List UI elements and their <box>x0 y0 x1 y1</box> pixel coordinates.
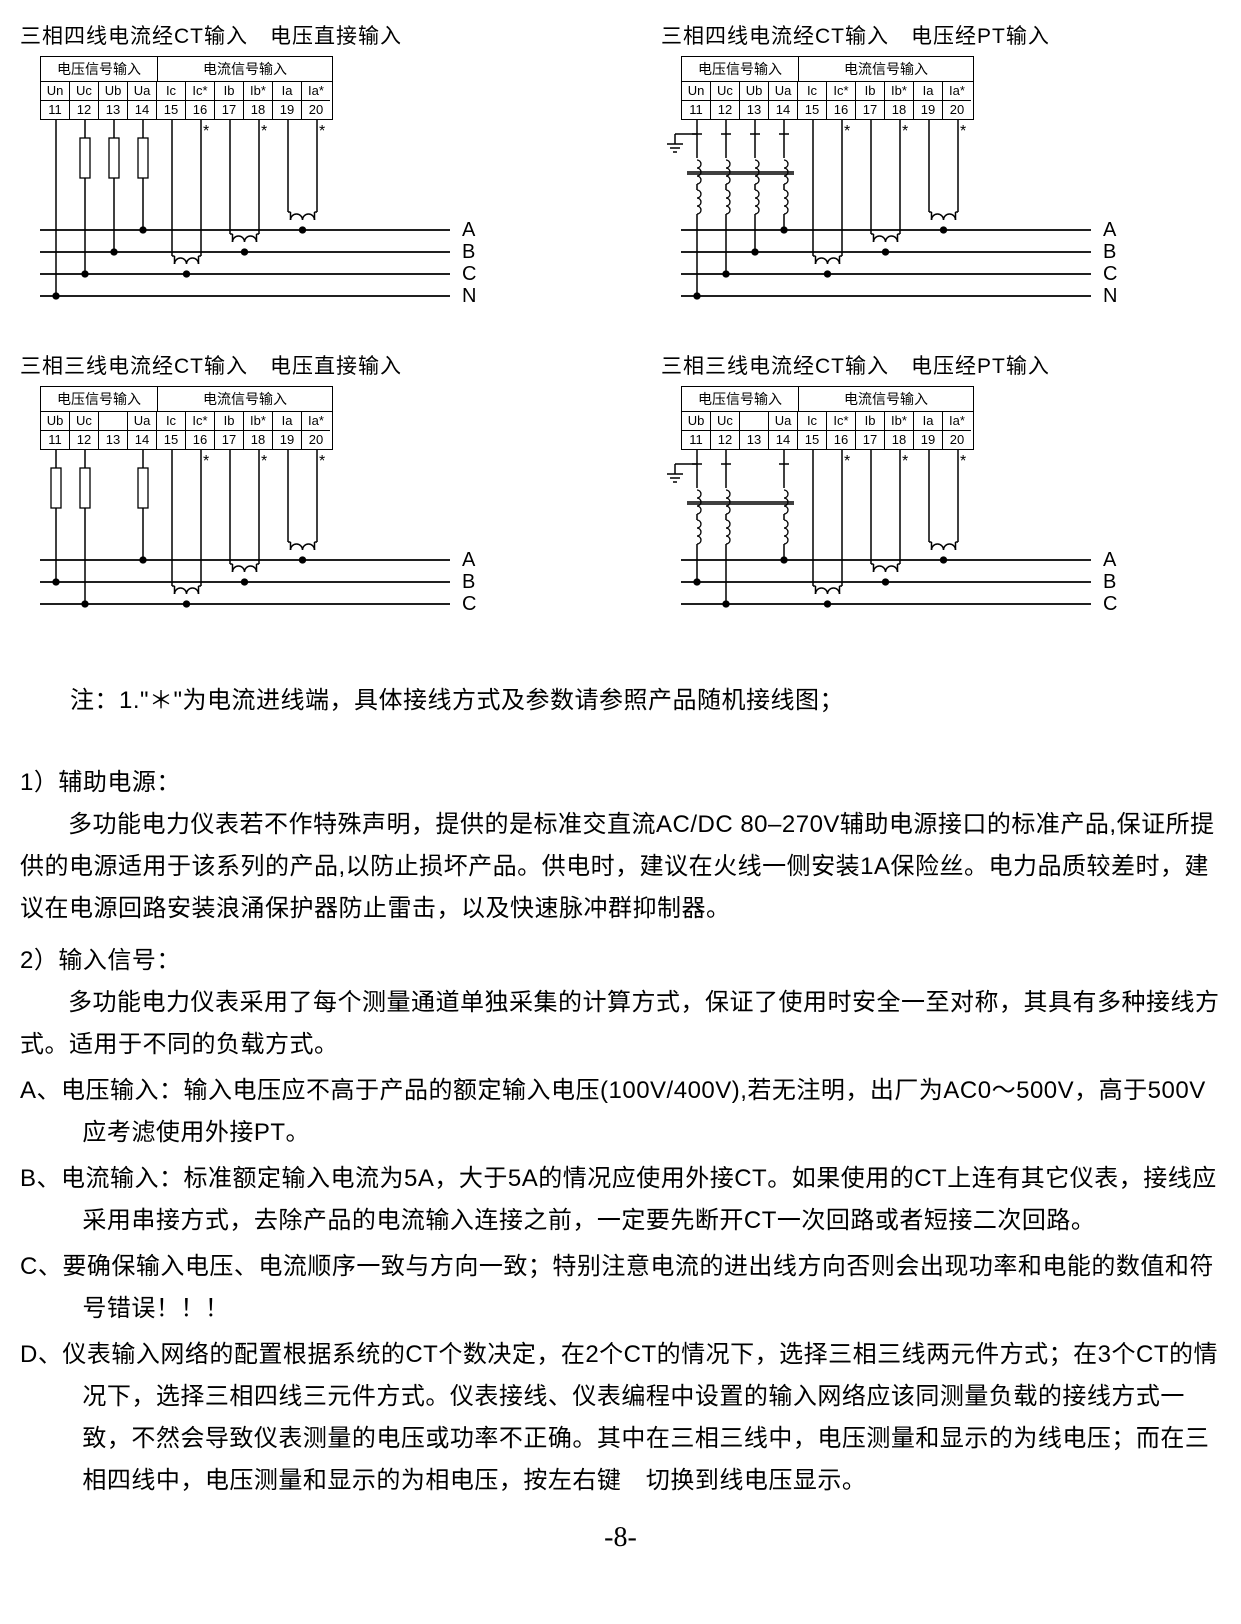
wiring-diagram-4: 三相三线电流经CT输入 电压经PT输入电压信号输入电流信号输入UbUcUaIcI… <box>661 350 1221 640</box>
page-number: -8- <box>20 1522 1221 1554</box>
svg-text:*: * <box>261 123 267 140</box>
svg-text:*: * <box>203 453 209 470</box>
wiring-svg: ABC * * * <box>661 450 1221 640</box>
diagram-title: 三相四线电流经CT输入 电压直接输入 <box>20 20 580 50</box>
diagram-title: 三相三线电流经CT输入 电压经PT输入 <box>661 350 1221 380</box>
svg-text:*: * <box>960 123 966 140</box>
svg-text:A: A <box>1103 219 1117 241</box>
svg-text:*: * <box>844 453 850 470</box>
svg-text:*: * <box>319 453 325 470</box>
svg-text:A: A <box>462 549 476 571</box>
wiring-svg: ABCN * * * <box>661 120 1221 310</box>
note-text: 注：1."＊"为电流进线端，具体接线方式及参数请参照产品随机接线图； <box>70 680 1221 722</box>
item-c: C、要确保输入电压、电流顺序一致与方向一致；特别注意电流的进出线方向否则会出现功… <box>20 1246 1221 1330</box>
svg-text:B: B <box>462 571 475 593</box>
svg-text:*: * <box>902 123 908 140</box>
svg-text:C: C <box>1103 593 1117 615</box>
wiring-diagram-1: 三相四线电流经CT输入 电压直接输入电压信号输入电流信号输入UnUcUbUaIc… <box>20 20 580 310</box>
svg-text:B: B <box>462 241 475 263</box>
svg-text:*: * <box>902 453 908 470</box>
diagram-title: 三相四线电流经CT输入 电压经PT输入 <box>661 20 1221 50</box>
item-a: A、电压输入：输入电压应不高于产品的额定输入电压(100V/400V),若无注明… <box>20 1070 1221 1154</box>
svg-text:*: * <box>261 453 267 470</box>
svg-text:N: N <box>462 285 476 307</box>
item-b: B、电流输入：标准额定输入电流为5A，大于5A的情况应使用外接CT。如果使用的C… <box>20 1158 1221 1242</box>
svg-text:C: C <box>462 593 476 615</box>
svg-text:*: * <box>844 123 850 140</box>
svg-text:C: C <box>1103 263 1117 285</box>
svg-text:*: * <box>203 123 209 140</box>
svg-text:*: * <box>319 123 325 140</box>
wiring-diagram-3: 三相三线电流经CT输入 电压直接输入电压信号输入电流信号输入UbUcUaIcIc… <box>20 350 580 640</box>
section-1-para: 多功能电力仪表若不作特殊声明，提供的是标准交直流AC/DC 80–270V辅助电… <box>20 804 1221 930</box>
section-2-para: 多功能电力仪表采用了每个测量通道单独采集的计算方式，保证了使用时安全一至对称，其… <box>20 982 1221 1066</box>
svg-text:B: B <box>1103 571 1116 593</box>
section-2-heading: 2）输入信号： <box>20 940 1221 982</box>
wiring-diagram-2: 三相四线电流经CT输入 电压经PT输入电压信号输入电流信号输入UnUcUbUaI… <box>661 20 1221 310</box>
item-d: D、仪表输入网络的配置根据系统的CT个数决定，在2个CT的情况下，选择三相三线两… <box>20 1334 1221 1502</box>
svg-text:N: N <box>1103 285 1117 307</box>
diagram-title: 三相三线电流经CT输入 电压直接输入 <box>20 350 580 380</box>
section-1-heading: 1）辅助电源： <box>20 762 1221 804</box>
svg-text:A: A <box>1103 549 1117 571</box>
wiring-svg: ABCN * * * <box>20 120 580 310</box>
svg-text:B: B <box>1103 241 1116 263</box>
svg-text:A: A <box>462 219 476 241</box>
svg-text:C: C <box>462 263 476 285</box>
wiring-svg: ABC * * * <box>20 450 580 640</box>
svg-text:*: * <box>960 453 966 470</box>
